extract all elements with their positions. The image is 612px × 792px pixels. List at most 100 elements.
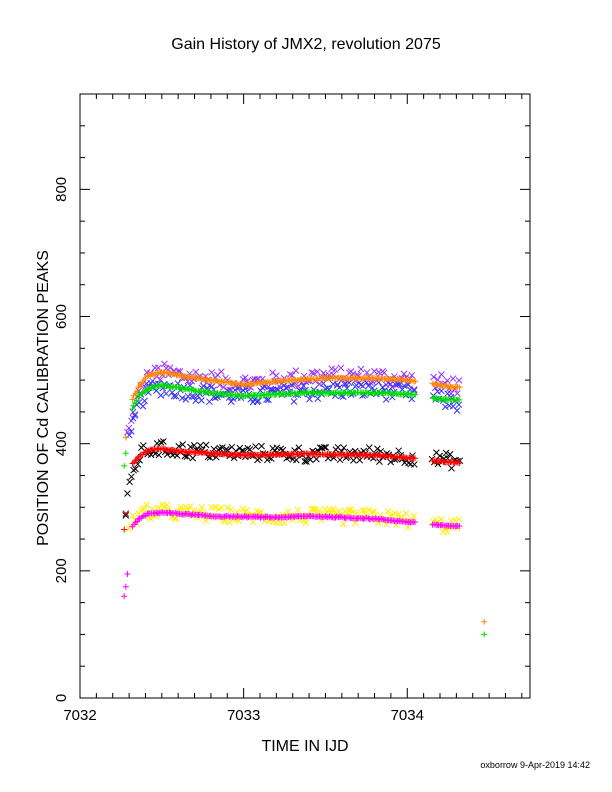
series-6-point: [410, 512, 418, 520]
series-2-point: [258, 380, 265, 387]
y-tick-label: 200: [53, 558, 70, 583]
series-6-point: [370, 508, 378, 515]
series-4-point: [340, 444, 348, 452]
series-3-point: [234, 391, 241, 398]
series-6-point: [359, 507, 366, 514]
outlier-point: [481, 618, 488, 625]
series-0-point: [161, 360, 168, 368]
series-5-point: [161, 445, 168, 452]
series-4-point: [306, 456, 314, 464]
series-1-point: [172, 392, 180, 400]
series-6-point: [243, 506, 251, 514]
series-4-point: [446, 450, 454, 458]
series-7-point: [139, 513, 146, 520]
series-1-point: [157, 392, 165, 399]
series-2-point: [412, 378, 419, 385]
outlier-point: [124, 571, 131, 578]
series-1-point: [139, 402, 147, 410]
series-1-point: [265, 396, 272, 404]
series-0-point: [286, 371, 294, 378]
series-4-point: [273, 444, 281, 452]
series-6-point: [198, 504, 206, 511]
series-2-point: [340, 374, 347, 381]
series-4-point: [376, 458, 383, 465]
series-6-point: [451, 516, 459, 524]
series-4-point: [252, 443, 259, 450]
series-3-point: [200, 388, 207, 395]
series-0-point: [331, 366, 339, 373]
series-0-point: [357, 365, 365, 373]
series-2-point: [291, 376, 298, 383]
chart-title: Gain History of JMX2, revolution 2075: [171, 36, 441, 53]
series-5-point: [129, 460, 136, 467]
series-5-point: [406, 454, 413, 461]
series-5-point: [434, 458, 441, 465]
series-0-point: [218, 368, 225, 376]
series-4-point: [128, 473, 135, 481]
y-axis-label: POSITION OF Cd CALIBRATION PEAKS: [35, 250, 52, 546]
series-1-point: [300, 382, 307, 390]
series-4-point: [448, 464, 455, 472]
series-3-point: [160, 381, 167, 388]
series-4-point: [122, 512, 130, 519]
series-5-point: [132, 457, 139, 464]
series-4-point: [395, 447, 403, 455]
series-0-point: [157, 376, 164, 383]
series-0-point: [453, 390, 461, 397]
series-4-point: [155, 451, 163, 459]
series-4-point: [153, 439, 161, 447]
series-1-point: [182, 396, 190, 403]
series-6-point: [438, 515, 445, 523]
series-6-point: [182, 503, 190, 511]
series-1-point: [178, 394, 186, 402]
outlier-point: [121, 526, 128, 533]
series-6-point: [281, 519, 288, 527]
series-3-point: [412, 391, 419, 398]
series-6-point: [221, 517, 229, 525]
series-1-point: [131, 412, 139, 419]
series-4-point: [365, 444, 373, 452]
y-tick-label: 600: [53, 304, 70, 329]
series-0-point: [430, 373, 438, 381]
series-6-point: [249, 518, 257, 526]
series-6-point: [172, 515, 180, 523]
series-0-point: [449, 375, 457, 382]
series-6-point: [391, 509, 398, 517]
series-3-point: [456, 396, 463, 403]
series-4-point: [157, 439, 165, 446]
series-3-point: [286, 390, 293, 397]
series-3-point: [266, 391, 273, 398]
series-4-point: [197, 442, 204, 449]
series-1-point: [438, 387, 445, 395]
series-2-point: [378, 375, 385, 382]
series-4-point: [126, 478, 134, 486]
series-4-point: [301, 457, 309, 465]
series-4-point: [295, 444, 303, 452]
series-4-point: [124, 490, 131, 497]
series-7-point: [412, 519, 419, 526]
series-1-point: [200, 382, 207, 390]
series-4-point: [258, 442, 265, 450]
series-6-point: [239, 505, 247, 513]
series-7-point: [135, 516, 142, 523]
series-6-point: [211, 503, 219, 511]
series-4-point: [303, 458, 310, 465]
series-6-point: [443, 528, 451, 535]
series-3-point: [252, 391, 259, 398]
outlier-point: [124, 428, 131, 436]
series-2-point: [200, 375, 207, 382]
series-0-point: [408, 371, 416, 379]
series-1-point: [227, 398, 235, 405]
series-4-point: [202, 441, 210, 449]
series-3-point: [164, 382, 171, 389]
series-6-point: [402, 510, 410, 517]
series-3-point: [133, 397, 140, 404]
series-0-point: [438, 371, 445, 378]
series-4-point: [190, 441, 198, 449]
series-6-point: [294, 506, 302, 514]
series-3-point: [135, 394, 142, 401]
series-0-point: [166, 364, 174, 372]
series-2-point: [456, 384, 463, 391]
series-1-point: [208, 383, 216, 390]
series-7-point: [456, 523, 463, 530]
